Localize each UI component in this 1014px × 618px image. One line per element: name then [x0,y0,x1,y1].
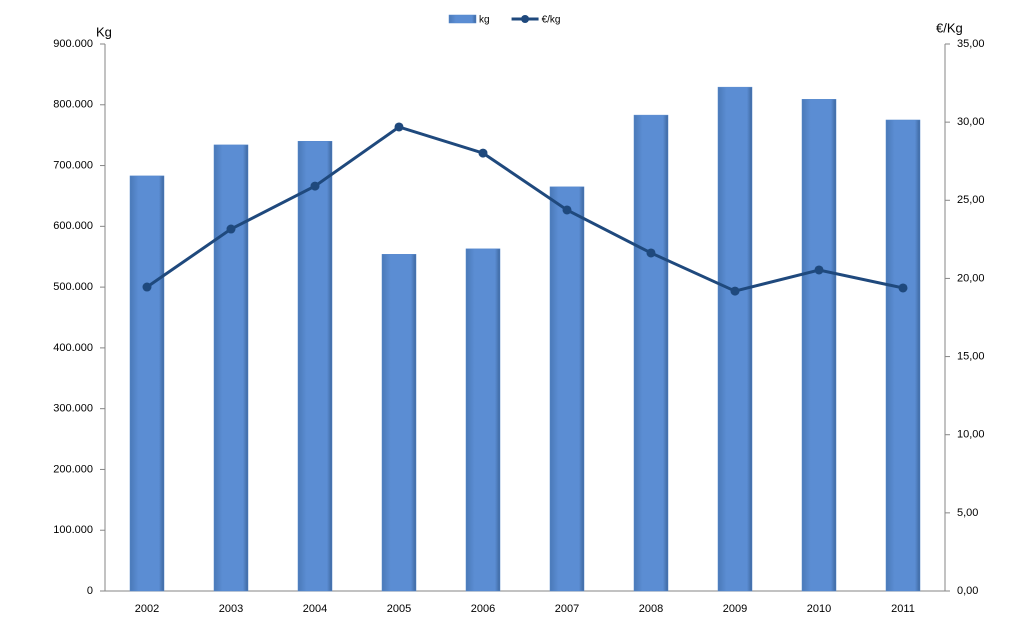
line-marker [730,286,740,296]
legend-marker [521,15,530,23]
y-tick-label: 700.000 [53,159,93,171]
y2-tick-label: 20,00 [957,272,985,284]
bar [381,254,417,592]
y2-tick-label: 10,00 [957,429,985,441]
y2-tick-label: 0,00 [957,585,978,597]
x-tick-label: 2009 [723,603,747,615]
line-marker [394,122,404,132]
x-tick-label: 2007 [555,603,579,615]
x-tick-label: 2010 [807,603,831,615]
bar [717,86,753,592]
line-marker [226,224,236,234]
legend-label: kg [479,15,490,26]
x-tick-label: 2003 [219,603,243,615]
legend-label: €/kg [542,15,561,26]
line-marker [646,248,656,258]
x-tick-label: 2008 [639,603,663,615]
x-tick-label: 2011 [891,603,915,615]
y2-axis-title: €/Kg [936,20,963,35]
bar [129,175,165,592]
bar [465,248,501,592]
y-tick-label: 200.000 [53,463,93,475]
line-marker [562,205,572,215]
bar [885,119,921,592]
legend-swatch [448,14,477,24]
y-tick-label: 300.000 [53,403,93,415]
bar [633,114,669,592]
line-marker [142,282,152,292]
y2-tick-label: 35,00 [957,38,985,50]
y-tick-label: 0 [87,585,93,597]
line [146,125,904,293]
bar [213,144,249,592]
y-tick-label: 800.000 [53,99,93,111]
bar [801,99,837,592]
x-tick-label: 2006 [471,603,495,615]
y-tick-label: 600.000 [53,220,93,232]
bar [297,140,333,592]
x-tick-label: 2005 [387,603,411,615]
y-tick-label: 400.000 [53,342,93,354]
line-marker [898,283,908,293]
y-tick-label: 500.000 [53,281,93,293]
y-tick-label: 900.000 [53,38,93,50]
y2-tick-label: 15,00 [957,350,985,362]
line-marker [814,265,824,275]
bar [549,186,585,592]
y-tick-label: 100.000 [53,524,93,536]
y2-tick-label: 5,00 [957,507,978,519]
line-marker [478,148,488,158]
x-tick-label: 2002 [135,603,159,615]
line-marker [310,181,320,191]
y2-tick-label: 25,00 [957,194,985,206]
y-axis-title: Kg [96,24,112,39]
y2-tick-label: 30,00 [957,116,985,128]
x-tick-label: 2004 [303,603,327,615]
